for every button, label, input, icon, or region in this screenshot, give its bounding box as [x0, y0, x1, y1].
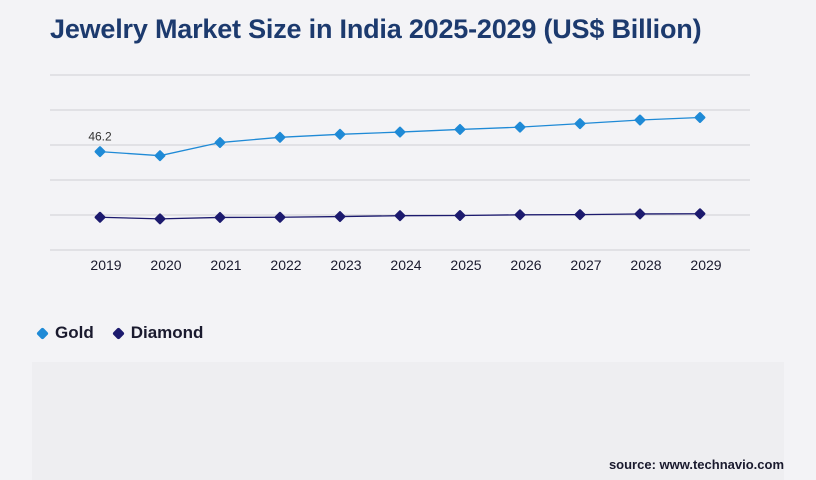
data-point-diamond	[394, 210, 406, 222]
data-label: 46.2	[88, 130, 112, 144]
legend-item-diamond[interactable]: Diamond	[111, 323, 204, 343]
tick-layer: 2019 2020 2021 2022 2023 2024 2025 2026 2027 2028…	[90, 257, 721, 273]
data-point-diamond	[214, 212, 226, 223]
grid-layer	[50, 74, 750, 251]
diamond-marker-icon	[36, 326, 49, 340]
data-point-gold	[214, 137, 226, 148]
data-point-gold	[154, 150, 166, 162]
legend-label: Diamond	[130, 323, 204, 342]
legend-label: Gold	[55, 323, 94, 342]
data-point-diamond	[514, 209, 526, 221]
source-credit: source: www.technavio.com	[608, 457, 784, 472]
chart-title: Jewelry Market Size in India 2025-2029 (…	[50, 14, 702, 44]
x-tick-label: 2024	[390, 257, 421, 273]
data-point-diamond	[634, 208, 646, 220]
x-tick-label: 2028	[630, 257, 661, 273]
data-point-gold	[694, 112, 706, 123]
data-point-diamond	[574, 209, 586, 221]
data-point-gold	[454, 123, 466, 135]
data-point-diamond	[94, 211, 106, 223]
x-tick-label: 2019	[90, 257, 121, 273]
x-tick-label: 2026	[510, 257, 541, 273]
x-tick-label: 2021	[210, 257, 241, 273]
data-point-gold	[334, 128, 346, 140]
x-tick-label: 2023	[330, 257, 361, 273]
x-tick-label: 2029	[690, 257, 721, 273]
legend-item-gold[interactable]: Gold	[36, 323, 94, 343]
chart-legend: Gold Diamond	[36, 323, 204, 343]
data-point-diamond	[334, 211, 346, 223]
data-point-gold	[514, 121, 526, 133]
data-point-gold	[94, 146, 106, 158]
label-layer: 46.2	[88, 130, 112, 144]
data-point-diamond	[694, 208, 706, 220]
x-tick-label: 2025	[450, 257, 481, 273]
data-point-gold	[634, 114, 646, 126]
x-tick-label: 2027	[570, 257, 601, 273]
data-point-diamond	[454, 210, 466, 221]
data-point-diamond	[154, 213, 166, 225]
x-tick-label: 2020	[150, 257, 181, 273]
data-point-diamond	[274, 211, 286, 223]
data-point-gold	[274, 131, 286, 143]
data-point-gold	[574, 118, 586, 130]
diamond-marker-icon	[111, 326, 125, 340]
x-tick-label: 2022	[270, 257, 301, 273]
bottom-panel	[32, 362, 784, 480]
data-point-gold	[394, 126, 406, 138]
series-layer	[94, 112, 706, 225]
